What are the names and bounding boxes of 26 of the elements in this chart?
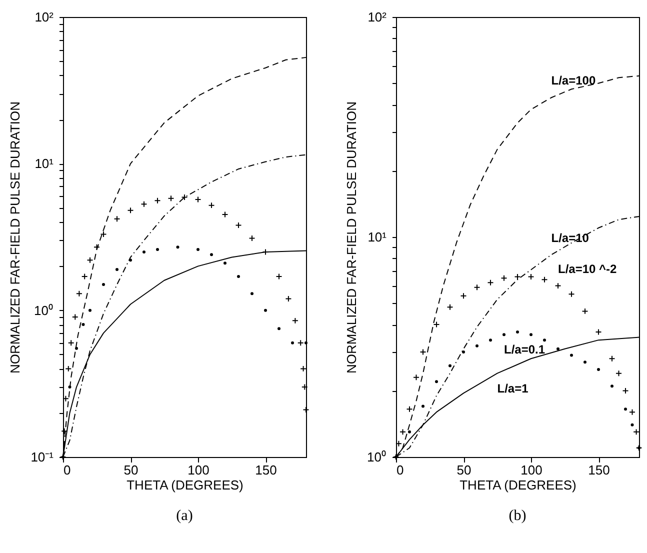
- series-label: L/a=10 ^-2: [558, 262, 618, 276]
- y-axis-title: NORMALIZED FAR-FIELD PULSE DURATION: [8, 101, 23, 374]
- y-tick-label: 10¹: [368, 230, 388, 244]
- x-tick-label: 100: [188, 462, 210, 478]
- y-tick-label: 10²: [368, 10, 388, 24]
- series-label: L/a=10: [551, 230, 590, 245]
- x-tick-label: 100: [520, 462, 542, 478]
- text: (a): [176, 508, 193, 524]
- x-axis-title: THETA (DEGREES): [460, 478, 576, 492]
- x-axis-title: THETA (DEGREES): [126, 478, 244, 492]
- x-tick-label: 0: [64, 462, 71, 478]
- series-label: L/a=1: [497, 381, 529, 396]
- series-label: L/a=0.1: [504, 342, 546, 357]
- y-tick-label: 10⁰: [367, 450, 386, 464]
- y-axis-title: NORMALIZED FAR-FIELD PULSE DURATION: [344, 101, 360, 374]
- y-tick-label: 10⁰: [34, 302, 54, 318]
- x-tick-label: 150: [255, 462, 277, 478]
- x-tick-label: 50: [456, 462, 472, 478]
- y-tick-label: 10⁻¹: [30, 450, 54, 464]
- text: (b): [508, 508, 526, 524]
- x-tick-label: 0: [396, 462, 404, 478]
- series-label: L/a=100: [551, 74, 596, 88]
- x-tick-label: 50: [124, 462, 138, 478]
- y-tick-label: 10²: [34, 10, 54, 24]
- y-tick-label: 10¹: [34, 156, 54, 172]
- x-tick-label: 150: [588, 462, 610, 478]
